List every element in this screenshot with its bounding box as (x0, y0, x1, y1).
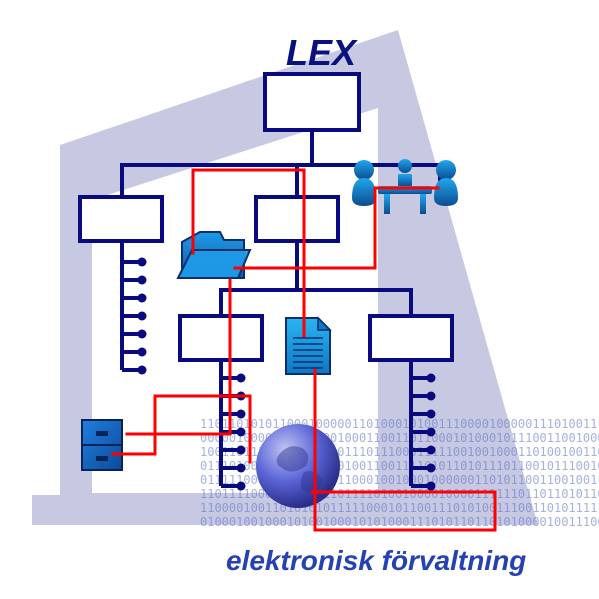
diagram-canvas: 1101101010110001000001101000101001110000… (0, 0, 599, 599)
page-title: LEX (286, 32, 356, 74)
red-connectors (0, 0, 599, 599)
subtitle: elektronisk förvaltning (226, 545, 526, 577)
